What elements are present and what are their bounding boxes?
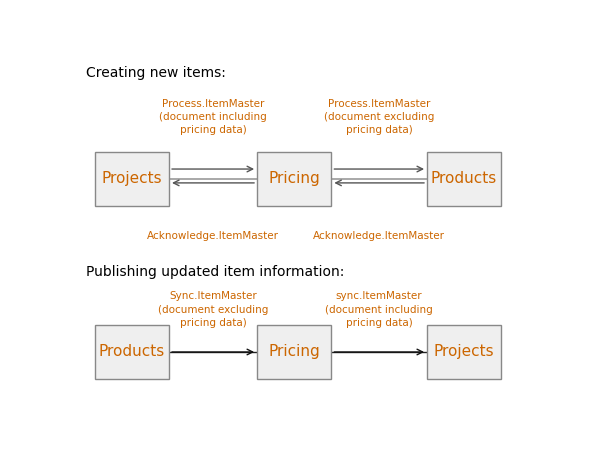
Text: Publishing updated item information:: Publishing updated item information: — [86, 266, 344, 279]
FancyBboxPatch shape — [427, 325, 501, 379]
Text: Acknowledge.ItemMaster: Acknowledge.ItemMaster — [313, 231, 445, 241]
FancyBboxPatch shape — [95, 152, 169, 206]
Text: Products: Products — [99, 345, 165, 360]
Text: Process.ItemMaster
(document including
pricing data): Process.ItemMaster (document including p… — [159, 99, 267, 135]
Text: Process.ItemMaster
(document excluding
pricing data): Process.ItemMaster (document excluding p… — [324, 99, 434, 135]
Text: Pricing: Pricing — [269, 171, 320, 186]
FancyBboxPatch shape — [257, 325, 331, 379]
Text: Products: Products — [431, 171, 497, 186]
Text: Projects: Projects — [102, 171, 162, 186]
FancyBboxPatch shape — [257, 152, 331, 206]
Text: sync.ItemMaster
(document including
pricing data): sync.ItemMaster (document including pric… — [325, 291, 433, 328]
Text: Sync.ItemMaster
(document excluding
pricing data): Sync.ItemMaster (document excluding pric… — [158, 291, 268, 328]
FancyBboxPatch shape — [95, 325, 169, 379]
Text: Acknowledge.ItemMaster: Acknowledge.ItemMaster — [147, 231, 279, 241]
Text: Projects: Projects — [434, 345, 494, 360]
Text: Pricing: Pricing — [269, 345, 320, 360]
Text: Creating new items:: Creating new items: — [86, 66, 225, 80]
FancyBboxPatch shape — [427, 152, 501, 206]
